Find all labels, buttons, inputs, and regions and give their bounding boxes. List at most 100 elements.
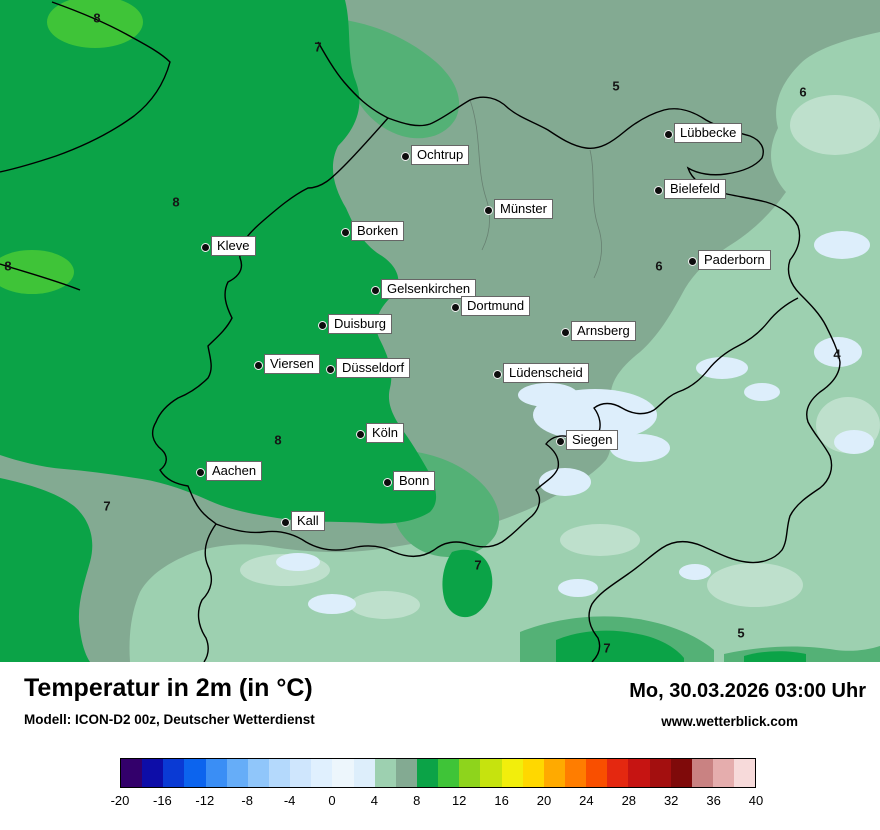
temp-value-label: 8 — [172, 194, 180, 210]
city-dot — [281, 518, 290, 527]
region-pale-seafoam — [560, 524, 640, 556]
city-label: Viersen — [264, 354, 320, 374]
colorbar-tick: 4 — [370, 793, 379, 808]
colorbar-cell — [226, 759, 248, 787]
colorbar-tick: 8 — [413, 793, 421, 808]
city-label: Bielefeld — [664, 179, 726, 199]
district-border-line — [589, 149, 602, 279]
region-cold-patch — [558, 579, 598, 597]
colorbar-cell — [205, 759, 227, 787]
website-text: www.wetterblick.com — [661, 714, 798, 729]
city-dot — [484, 206, 493, 215]
map-datetime: Mo, 30.03.2026 03:00 Uhr — [629, 680, 866, 702]
city-label: Siegen — [566, 430, 619, 450]
weather-map: 8 7 5 6 8 8 6 4 8 7 7 5 7 Ochtrup Lübbecke Münster Biel… — [0, 0, 880, 662]
city-label: Lüdenscheid — [503, 363, 589, 383]
colorbar-ticks: -20 -16 -12 -8 -4 0 4 8 12 16 20 24 28 32 36 40 — [111, 793, 764, 809]
city-label: Gelsenkirchen — [381, 279, 477, 299]
map-footer: Temperatur in 2m (in °C) Mo, 30.03.2026 … — [0, 662, 880, 830]
city-label: Lübbecke — [674, 123, 743, 143]
region-cold-patch — [744, 383, 780, 401]
city-dot — [318, 321, 327, 330]
colorbar-tick: 24 — [579, 793, 594, 808]
colorbar-cell — [607, 759, 629, 787]
temp-value-label: 8 — [274, 432, 282, 448]
region-light-green — [47, 0, 143, 48]
colorbar-cell — [628, 759, 650, 787]
region-seafoam — [129, 32, 880, 662]
colorbar-cell — [142, 759, 164, 787]
temp-value-label: 7 — [474, 557, 482, 573]
region-cold-patch — [276, 553, 320, 571]
colorbar-tick: -20 — [110, 793, 130, 808]
colorbar-cell — [649, 759, 671, 787]
city-label: Bonn — [393, 471, 436, 491]
colorbar-tick: 40 — [748, 793, 764, 808]
city-label: Paderborn — [698, 250, 771, 270]
region-light-green — [0, 250, 74, 294]
colorbar-cell — [501, 759, 523, 787]
colorbar-tick: 16 — [494, 793, 509, 808]
city-label: Münster — [494, 199, 553, 219]
colorbar-cell — [459, 759, 481, 787]
region-cold-patch — [308, 594, 356, 614]
city-dot — [201, 243, 210, 252]
colorbar-cell — [522, 759, 544, 787]
colorbar-cell — [311, 759, 333, 787]
colorbar-cell — [374, 759, 396, 787]
map-title: Temperatur in 2m (in °C) — [24, 674, 313, 702]
colorbar-tick: -8 — [241, 793, 253, 808]
temp-value-label: 4 — [833, 346, 841, 362]
colorbar-cell — [395, 759, 417, 787]
temp-value-label: 8 — [93, 10, 101, 26]
map-overlay: 8 7 5 6 8 8 6 4 8 7 7 5 7 Ochtrup Lübbecke Münster Biel… — [4, 10, 841, 656]
city-dot — [493, 370, 502, 379]
region-cold-patch — [834, 430, 874, 454]
city-dot — [401, 152, 410, 161]
colorbar-cell — [564, 759, 587, 787]
city-dot — [326, 365, 335, 374]
region-bright-green-patch — [744, 651, 806, 662]
colorbar-cell — [332, 759, 354, 787]
colorbar-cell — [290, 759, 312, 787]
region-cold-patch — [539, 468, 591, 496]
temp-value-label: 7 — [314, 39, 322, 55]
colorbar-tick: -12 — [195, 793, 215, 808]
city-dot — [356, 430, 365, 439]
city-dot — [654, 186, 663, 195]
temp-value-label: 5 — [612, 78, 620, 94]
city-label: Arnsberg — [571, 321, 636, 341]
state-border-line — [0, 1, 171, 173]
region-cold-patch — [610, 434, 670, 462]
region-pale-seafoam — [350, 591, 420, 619]
model-info: Modell: ICON-D2 00z, Deutscher Wetterdie… — [24, 712, 315, 727]
state-border-line — [215, 297, 799, 557]
colorbar-cell — [416, 759, 439, 787]
colorbar-cell — [247, 759, 269, 787]
region-bright-green-patch — [556, 630, 684, 662]
district-border-line — [469, 99, 490, 251]
city-dot — [254, 361, 263, 370]
city-label: Aachen — [206, 461, 263, 481]
city-dot — [383, 478, 392, 487]
region-cold-patch — [518, 383, 578, 407]
city-label: Ochtrup — [411, 145, 470, 165]
region-bright-green-main — [0, 0, 437, 524]
region-cold-patch — [696, 357, 748, 379]
colorbar-cell — [438, 759, 460, 787]
temp-value-label: 6 — [799, 84, 807, 100]
temp-value-label: 7 — [603, 640, 611, 656]
state-border-line — [387, 96, 841, 662]
city-label: Köln — [366, 423, 405, 443]
colorbar-cell — [734, 759, 756, 787]
city-dot — [341, 228, 350, 237]
region-pale-seafoam — [790, 95, 880, 155]
temp-value-label: 6 — [655, 258, 663, 274]
colorbar-cell — [268, 759, 291, 787]
colorbar-cell — [184, 759, 206, 787]
colorbar-tick: -4 — [283, 793, 296, 808]
colorbar-cell — [712, 759, 735, 787]
colorbar-tick: 20 — [536, 793, 552, 808]
city-dot — [196, 468, 205, 477]
region-bright-green-patch — [442, 549, 493, 618]
